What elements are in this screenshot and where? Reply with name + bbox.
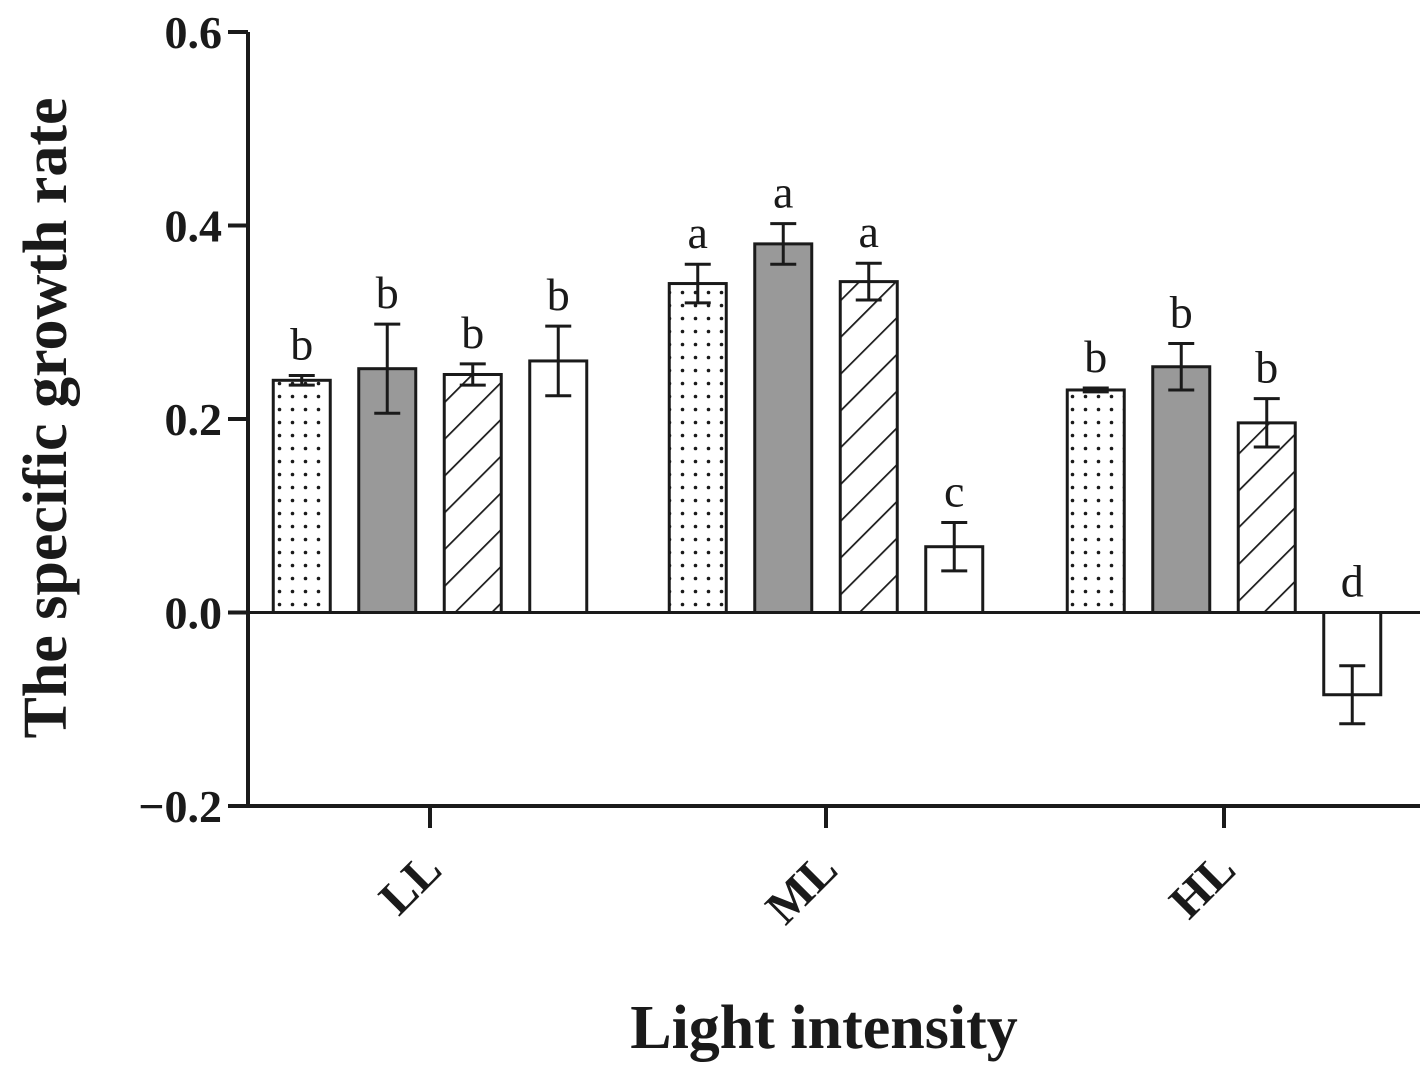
y-tick-label: 0.4 <box>165 201 223 252</box>
bar-ml-3 <box>838 280 899 614</box>
bar-hl-2 <box>1151 365 1212 614</box>
bar-ll-3 <box>442 372 503 614</box>
bar-ll-4 <box>528 359 589 615</box>
significance-label: d <box>1341 556 1364 607</box>
y-tick-label: 0.2 <box>165 394 223 445</box>
x-tick-label-ll: LL <box>369 842 452 925</box>
plot-area: −0.2 0.0 0.2 0.4 0.6 b b b b a a a c b b b d LL ML HL <box>138 7 1420 934</box>
bar-hl-3 <box>1236 421 1297 614</box>
y-tick-label: 0.0 <box>165 588 223 639</box>
significance-label: b <box>290 318 313 369</box>
x-ticks: LL ML HL <box>369 806 1246 934</box>
significance-label: b <box>1170 287 1193 338</box>
y-axis-title: The specific growth rate <box>12 97 80 738</box>
significance-label: b <box>1255 342 1278 393</box>
significance-label: a <box>859 206 879 257</box>
significance-label: c <box>944 466 964 517</box>
x-tick-label-ml: ML <box>756 842 848 934</box>
y-tick-label: −0.2 <box>138 781 222 832</box>
significance-label: b <box>461 307 484 358</box>
bar-hl-1 <box>1065 388 1126 614</box>
x-tick-label-hl: HL <box>1159 842 1246 929</box>
significance-label: b <box>547 269 570 320</box>
significance-label: b <box>1084 331 1107 382</box>
x-axis-title: Light intensity <box>630 994 1018 1062</box>
bar-ml-1 <box>667 282 728 614</box>
significance-label: a <box>773 167 793 218</box>
y-ticks: −0.2 0.0 0.2 0.4 0.6 <box>138 7 248 832</box>
significance-label: b <box>376 267 399 318</box>
significance-label: a <box>688 207 708 258</box>
y-tick-label: 0.6 <box>165 7 223 58</box>
bar-ll-1 <box>271 378 332 614</box>
bar-ml-2 <box>753 242 814 614</box>
bars: b b b b a a a c b b b d <box>271 167 1383 726</box>
